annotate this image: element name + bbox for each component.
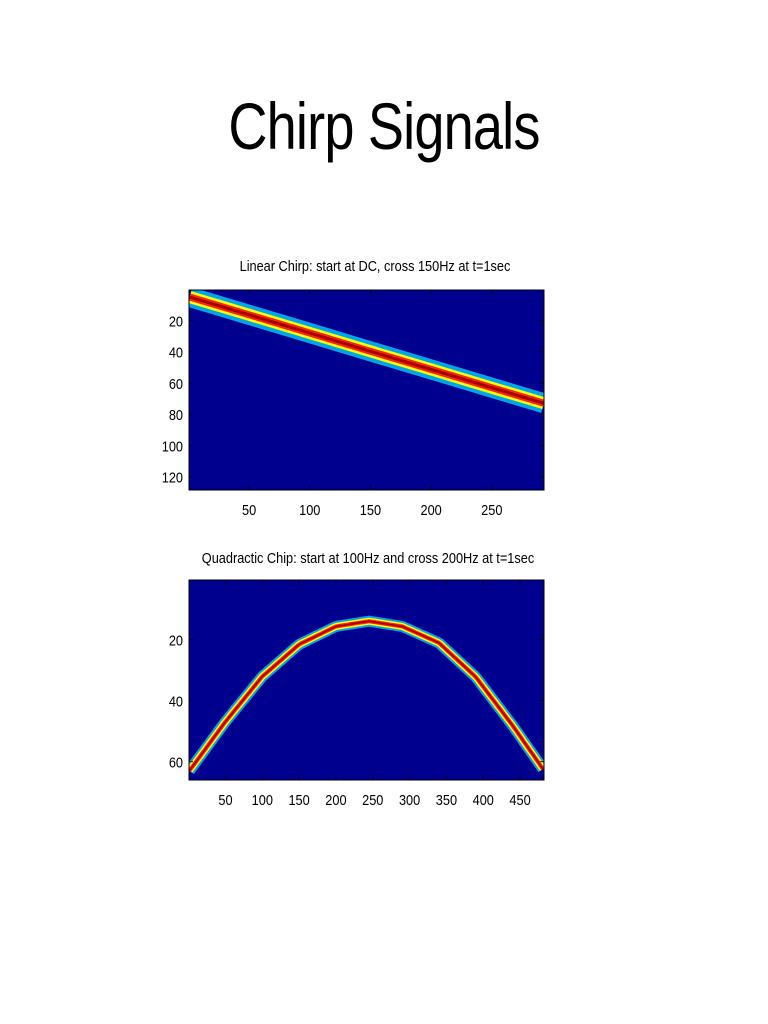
plot-frame bbox=[188, 289, 545, 491]
x-tick-label: 200 bbox=[325, 791, 346, 808]
x-tick-label: 100 bbox=[252, 791, 273, 808]
y-tick-label: 120 bbox=[162, 469, 183, 486]
x-tick-label: 50 bbox=[218, 791, 232, 808]
x-tick-label: 450 bbox=[509, 791, 530, 808]
plot-frame bbox=[188, 579, 545, 781]
y-tick-label: 60 bbox=[169, 375, 183, 392]
x-tick-label: 150 bbox=[360, 501, 381, 518]
y-tick-label: 20 bbox=[169, 312, 183, 329]
linear-chirp-title: Linear Chirp: start at DC, cross 150Hz a… bbox=[240, 257, 511, 274]
x-tick-label: 400 bbox=[473, 791, 494, 808]
x-tick-label: 250 bbox=[481, 501, 502, 518]
y-tick-label: 100 bbox=[162, 437, 183, 454]
x-tick-label: 350 bbox=[436, 791, 457, 808]
y-tick-label: 40 bbox=[169, 344, 183, 361]
y-tick-label: 60 bbox=[169, 754, 183, 771]
x-tick-label: 250 bbox=[362, 791, 383, 808]
heatmap-background bbox=[189, 580, 544, 780]
quadratic-chirp-title: Quadractic Chip: start at 100Hz and cros… bbox=[202, 549, 534, 566]
x-tick-label: 150 bbox=[288, 791, 309, 808]
slide-title: Chirp Signals bbox=[228, 89, 540, 163]
ridge-core bbox=[189, 295, 544, 405]
quadratic-chirp-plot: Quadractic Chip: start at 100Hz and cros… bbox=[169, 549, 545, 808]
x-tick-label: 300 bbox=[399, 791, 420, 808]
x-tick-label: 100 bbox=[299, 501, 320, 518]
linear-chirp-plot: Linear Chirp: start at DC, cross 150Hz a… bbox=[162, 257, 545, 518]
y-tick-label: 20 bbox=[169, 632, 183, 649]
y-tick-label: 80 bbox=[169, 406, 183, 423]
x-tick-label: 200 bbox=[421, 501, 442, 518]
y-tick-label: 40 bbox=[169, 693, 183, 710]
ridge-core bbox=[189, 620, 544, 772]
x-tick-label: 50 bbox=[242, 501, 256, 518]
